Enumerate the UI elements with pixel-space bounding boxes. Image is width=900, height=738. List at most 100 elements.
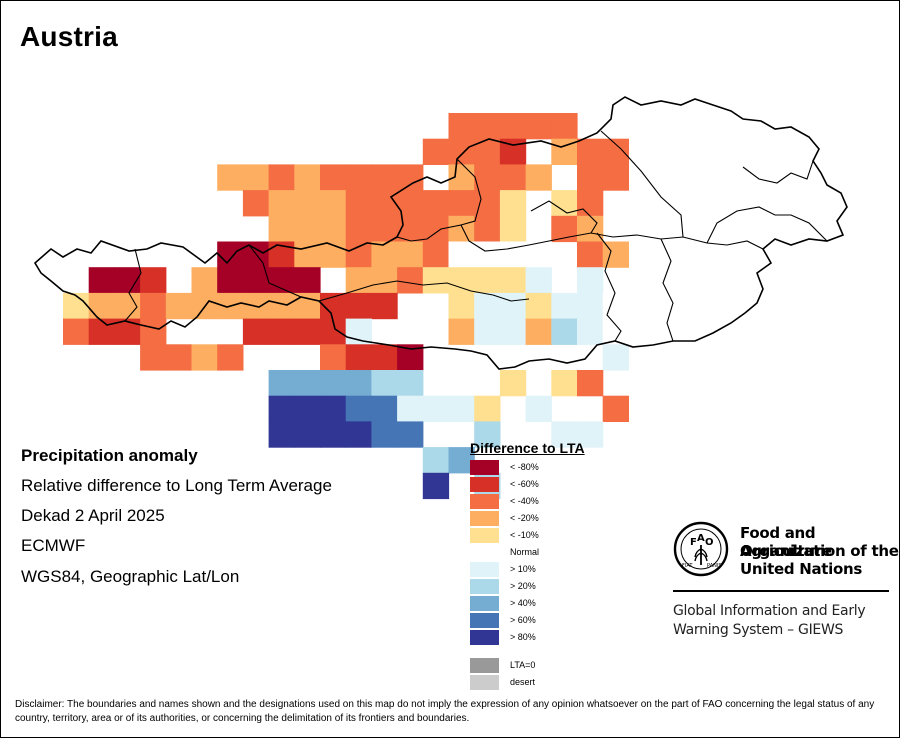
fao-logo-icon: F A O FIAT PANIS — [673, 521, 729, 577]
grid-cell — [320, 190, 347, 217]
grid-cell — [448, 113, 475, 140]
grid-cell — [525, 267, 552, 294]
grid-cell — [242, 164, 270, 191]
grid-cell — [397, 241, 424, 268]
grid-cell — [88, 267, 115, 294]
grid-cell — [294, 395, 321, 422]
legend-swatch — [470, 613, 499, 628]
legend-label: > 80% — [510, 632, 536, 642]
grid-cell — [448, 190, 475, 217]
org-name-line: Organization of the — [740, 542, 899, 560]
grid-cell — [345, 370, 372, 397]
grid-cell — [217, 267, 244, 294]
grid-cell — [345, 292, 372, 320]
info-heading: Precipitation anomaly — [21, 446, 198, 465]
grid-cell — [371, 267, 398, 294]
grid-cell — [525, 292, 552, 320]
grid-cell — [499, 113, 527, 140]
legend-label: LTA=0 — [510, 660, 536, 670]
state-boundary — [248, 244, 302, 298]
disclaimer: Disclaimer: The boundaries and names sho… — [15, 699, 875, 724]
legend-swatch — [470, 511, 499, 526]
legend-label: < -40% — [510, 496, 539, 506]
grid-cell — [448, 215, 475, 243]
grid-cell — [345, 164, 372, 191]
legend-swatch — [470, 562, 499, 577]
grid-cell — [474, 241, 501, 268]
grid-cell — [63, 318, 90, 345]
grid-cell — [268, 190, 295, 217]
grid-cell — [422, 241, 450, 268]
grid-cell — [474, 164, 501, 191]
grid-cell — [577, 370, 604, 397]
grid-cell — [320, 164, 347, 191]
grid-cell — [551, 292, 578, 320]
grid-cell — [397, 421, 424, 448]
grid-cell — [140, 318, 167, 345]
grid-cell — [242, 267, 270, 294]
legend-label: > 60% — [510, 615, 536, 625]
grid-cell — [294, 267, 321, 294]
legend-swatch — [470, 579, 499, 594]
grid-cell — [371, 370, 398, 397]
legend-swatch — [470, 658, 499, 673]
grid-cell — [268, 215, 295, 243]
legend-label: < -80% — [510, 462, 539, 472]
grid-cell — [217, 164, 244, 191]
grid-cell — [422, 395, 450, 422]
grid-cell — [499, 370, 527, 397]
grid-cell — [577, 267, 604, 294]
grid-cell — [140, 292, 167, 320]
grid-cell — [165, 292, 193, 320]
grid-cell — [268, 421, 295, 448]
grid-cell — [397, 164, 424, 191]
grid-cell — [320, 370, 347, 397]
grid-cell — [371, 241, 398, 268]
grid-cell — [525, 113, 552, 140]
grid-cell — [371, 344, 398, 371]
grid-cell — [499, 292, 527, 320]
grid-cell — [499, 164, 527, 191]
legend-label: Normal — [510, 547, 540, 557]
svg-text:FIAT: FIAT — [682, 563, 693, 569]
grid-cell — [63, 292, 90, 320]
grid-cell — [499, 190, 527, 217]
grid-cell — [345, 344, 372, 371]
legend-label: < -10% — [510, 530, 539, 540]
grid-cell — [345, 395, 372, 422]
grid-cell — [217, 241, 244, 268]
grid-cell — [422, 447, 450, 474]
grid-cell — [320, 395, 347, 422]
grid-cell — [294, 318, 321, 345]
grid-cell — [268, 267, 295, 294]
grid-cell — [525, 395, 552, 422]
legend-swatch — [470, 477, 499, 492]
svg-text:PANIS: PANIS — [707, 563, 722, 569]
grid-cell — [448, 395, 475, 422]
grid-cell — [422, 138, 450, 165]
legend-label: < -20% — [510, 513, 539, 523]
grid-cell — [345, 421, 372, 448]
state-boundary — [530, 200, 598, 234]
grid-cell — [165, 344, 193, 371]
grid-cell — [474, 318, 501, 345]
grid-cell — [268, 318, 295, 345]
country-border — [33, 96, 848, 370]
anomaly-grid — [63, 113, 629, 500]
grid-cell — [577, 292, 604, 320]
grid-cell — [474, 267, 501, 294]
divider — [673, 590, 889, 592]
grid-cell — [525, 318, 552, 345]
grid-cell — [320, 421, 347, 448]
grid-cell — [448, 267, 475, 294]
grid-cell — [525, 241, 552, 268]
grid-cell — [345, 190, 372, 217]
grid-cell — [577, 318, 604, 345]
grid-cell — [602, 164, 629, 191]
grid-cell — [448, 292, 475, 320]
legend-swatch — [470, 675, 499, 690]
info-description: Relative difference to Long Term Average — [21, 476, 332, 495]
map-title: Austria — [20, 21, 118, 52]
grid-cell — [371, 395, 398, 422]
